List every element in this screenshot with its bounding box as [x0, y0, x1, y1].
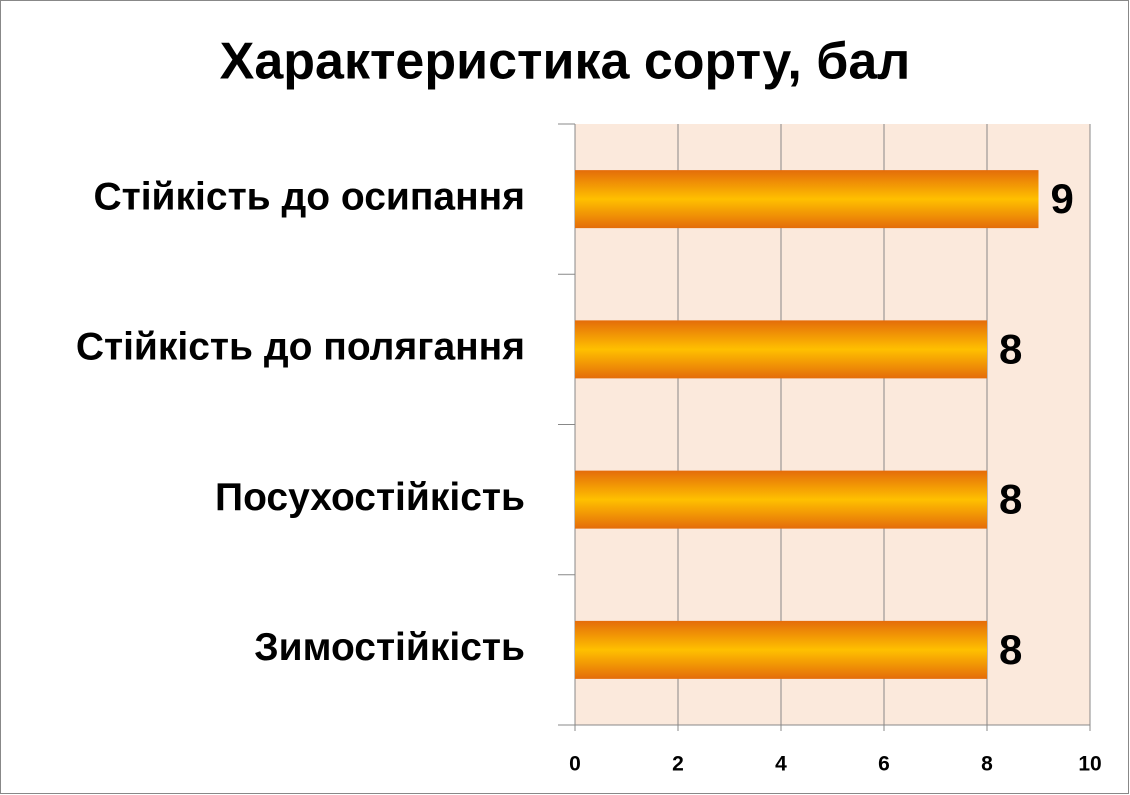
y-tick-label: Посухостійкість [215, 476, 525, 519]
data-label: 8 [999, 476, 1022, 523]
x-tick-label: 6 [878, 753, 890, 776]
x-tick-label: 8 [981, 753, 993, 776]
y-tick-label: Стійкість до осипання [93, 175, 525, 218]
x-tick-label: 10 [1078, 753, 1101, 776]
y-tick-label: Стійкість до полягання [76, 326, 525, 369]
chart-title: Характеристика сорту, бал [220, 33, 911, 91]
data-label: 8 [999, 325, 1022, 372]
data-label: 8 [999, 626, 1022, 673]
data-label: 9 [1051, 175, 1074, 222]
x-tick-label: 2 [672, 753, 684, 776]
x-tick-label: 4 [775, 753, 787, 776]
y-tick-label: Зимостійкість [254, 626, 525, 669]
bar [575, 170, 1039, 229]
bar [575, 320, 987, 379]
bar [575, 470, 987, 529]
x-tick-label: 0 [569, 753, 581, 776]
bar [575, 620, 987, 679]
